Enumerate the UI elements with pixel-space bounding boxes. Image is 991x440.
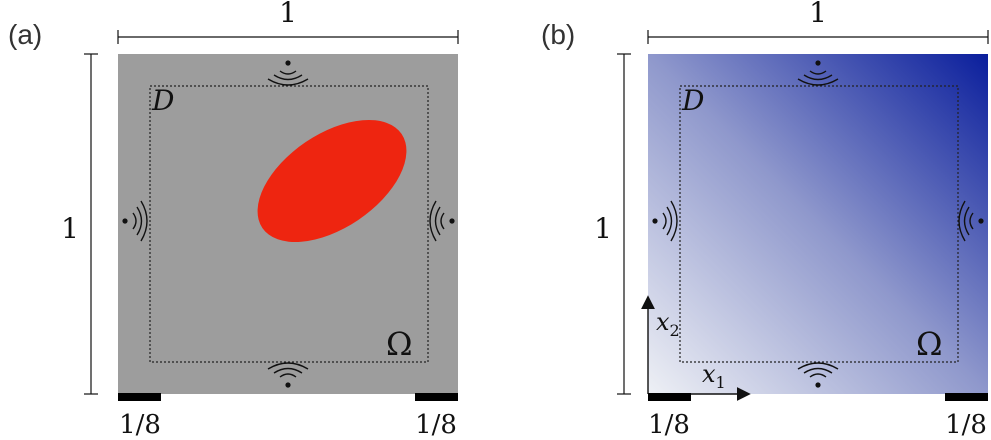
panel-a-electrode-right — [415, 393, 458, 401]
panel-a-electrode-right-label: 1/8 — [415, 410, 457, 440]
panel-b-x2-subscript: 2 — [670, 321, 680, 340]
panel-a-height-label: 1 — [61, 212, 79, 245]
antenna-icon — [122, 200, 148, 242]
antenna-icon — [652, 200, 678, 242]
panel-a-electrode-left-label: 1/8 — [119, 410, 161, 440]
antenna-icon — [267, 60, 309, 86]
panel-b-height-label: 1 — [594, 212, 612, 245]
antenna-icon — [429, 200, 455, 242]
panel-b-x1-subscript: 1 — [716, 373, 726, 392]
panel-b-domain-label: Ω — [916, 325, 943, 363]
panel-b-x1-label: x1 — [702, 360, 726, 392]
panel-b-inner-region — [679, 85, 959, 363]
panel-b-electrode-left — [648, 393, 691, 401]
antenna-icon — [267, 362, 309, 388]
panel-a-electrode-left — [118, 393, 161, 401]
panel-b-label: (b) — [541, 19, 575, 50]
panel-b-x2-main: x — [656, 308, 670, 336]
antenna-icon — [797, 60, 839, 86]
panel-b-electrode-right-label: 1/8 — [945, 410, 987, 440]
panel-a-domain-label: Ω — [386, 325, 413, 363]
panel-a: (a) 1 1 D Ω — [8, 0, 459, 440]
panel-b-domain — [648, 54, 988, 394]
antenna-icon — [797, 362, 839, 388]
panel-b-x2-label: x2 — [656, 308, 680, 340]
panel-a-inclusion — [257, 119, 407, 243]
antenna-icon — [958, 200, 984, 242]
panel-b-width-label: 1 — [809, 0, 827, 29]
panel-b-electrode-left-label: 1/8 — [648, 410, 690, 440]
panel-b: (b) 1 1 D Ω — [541, 0, 989, 440]
panel-b-electrode-right — [945, 393, 988, 401]
panel-b-x1-main: x — [702, 360, 716, 388]
panel-a-inner-region — [149, 85, 429, 363]
panel-b-inner-region-label: D — [681, 84, 704, 117]
panel-a-width-label: 1 — [279, 0, 297, 29]
panel-a-label: (a) — [8, 19, 42, 50]
panel-a-inner-region-label: D — [151, 84, 174, 117]
